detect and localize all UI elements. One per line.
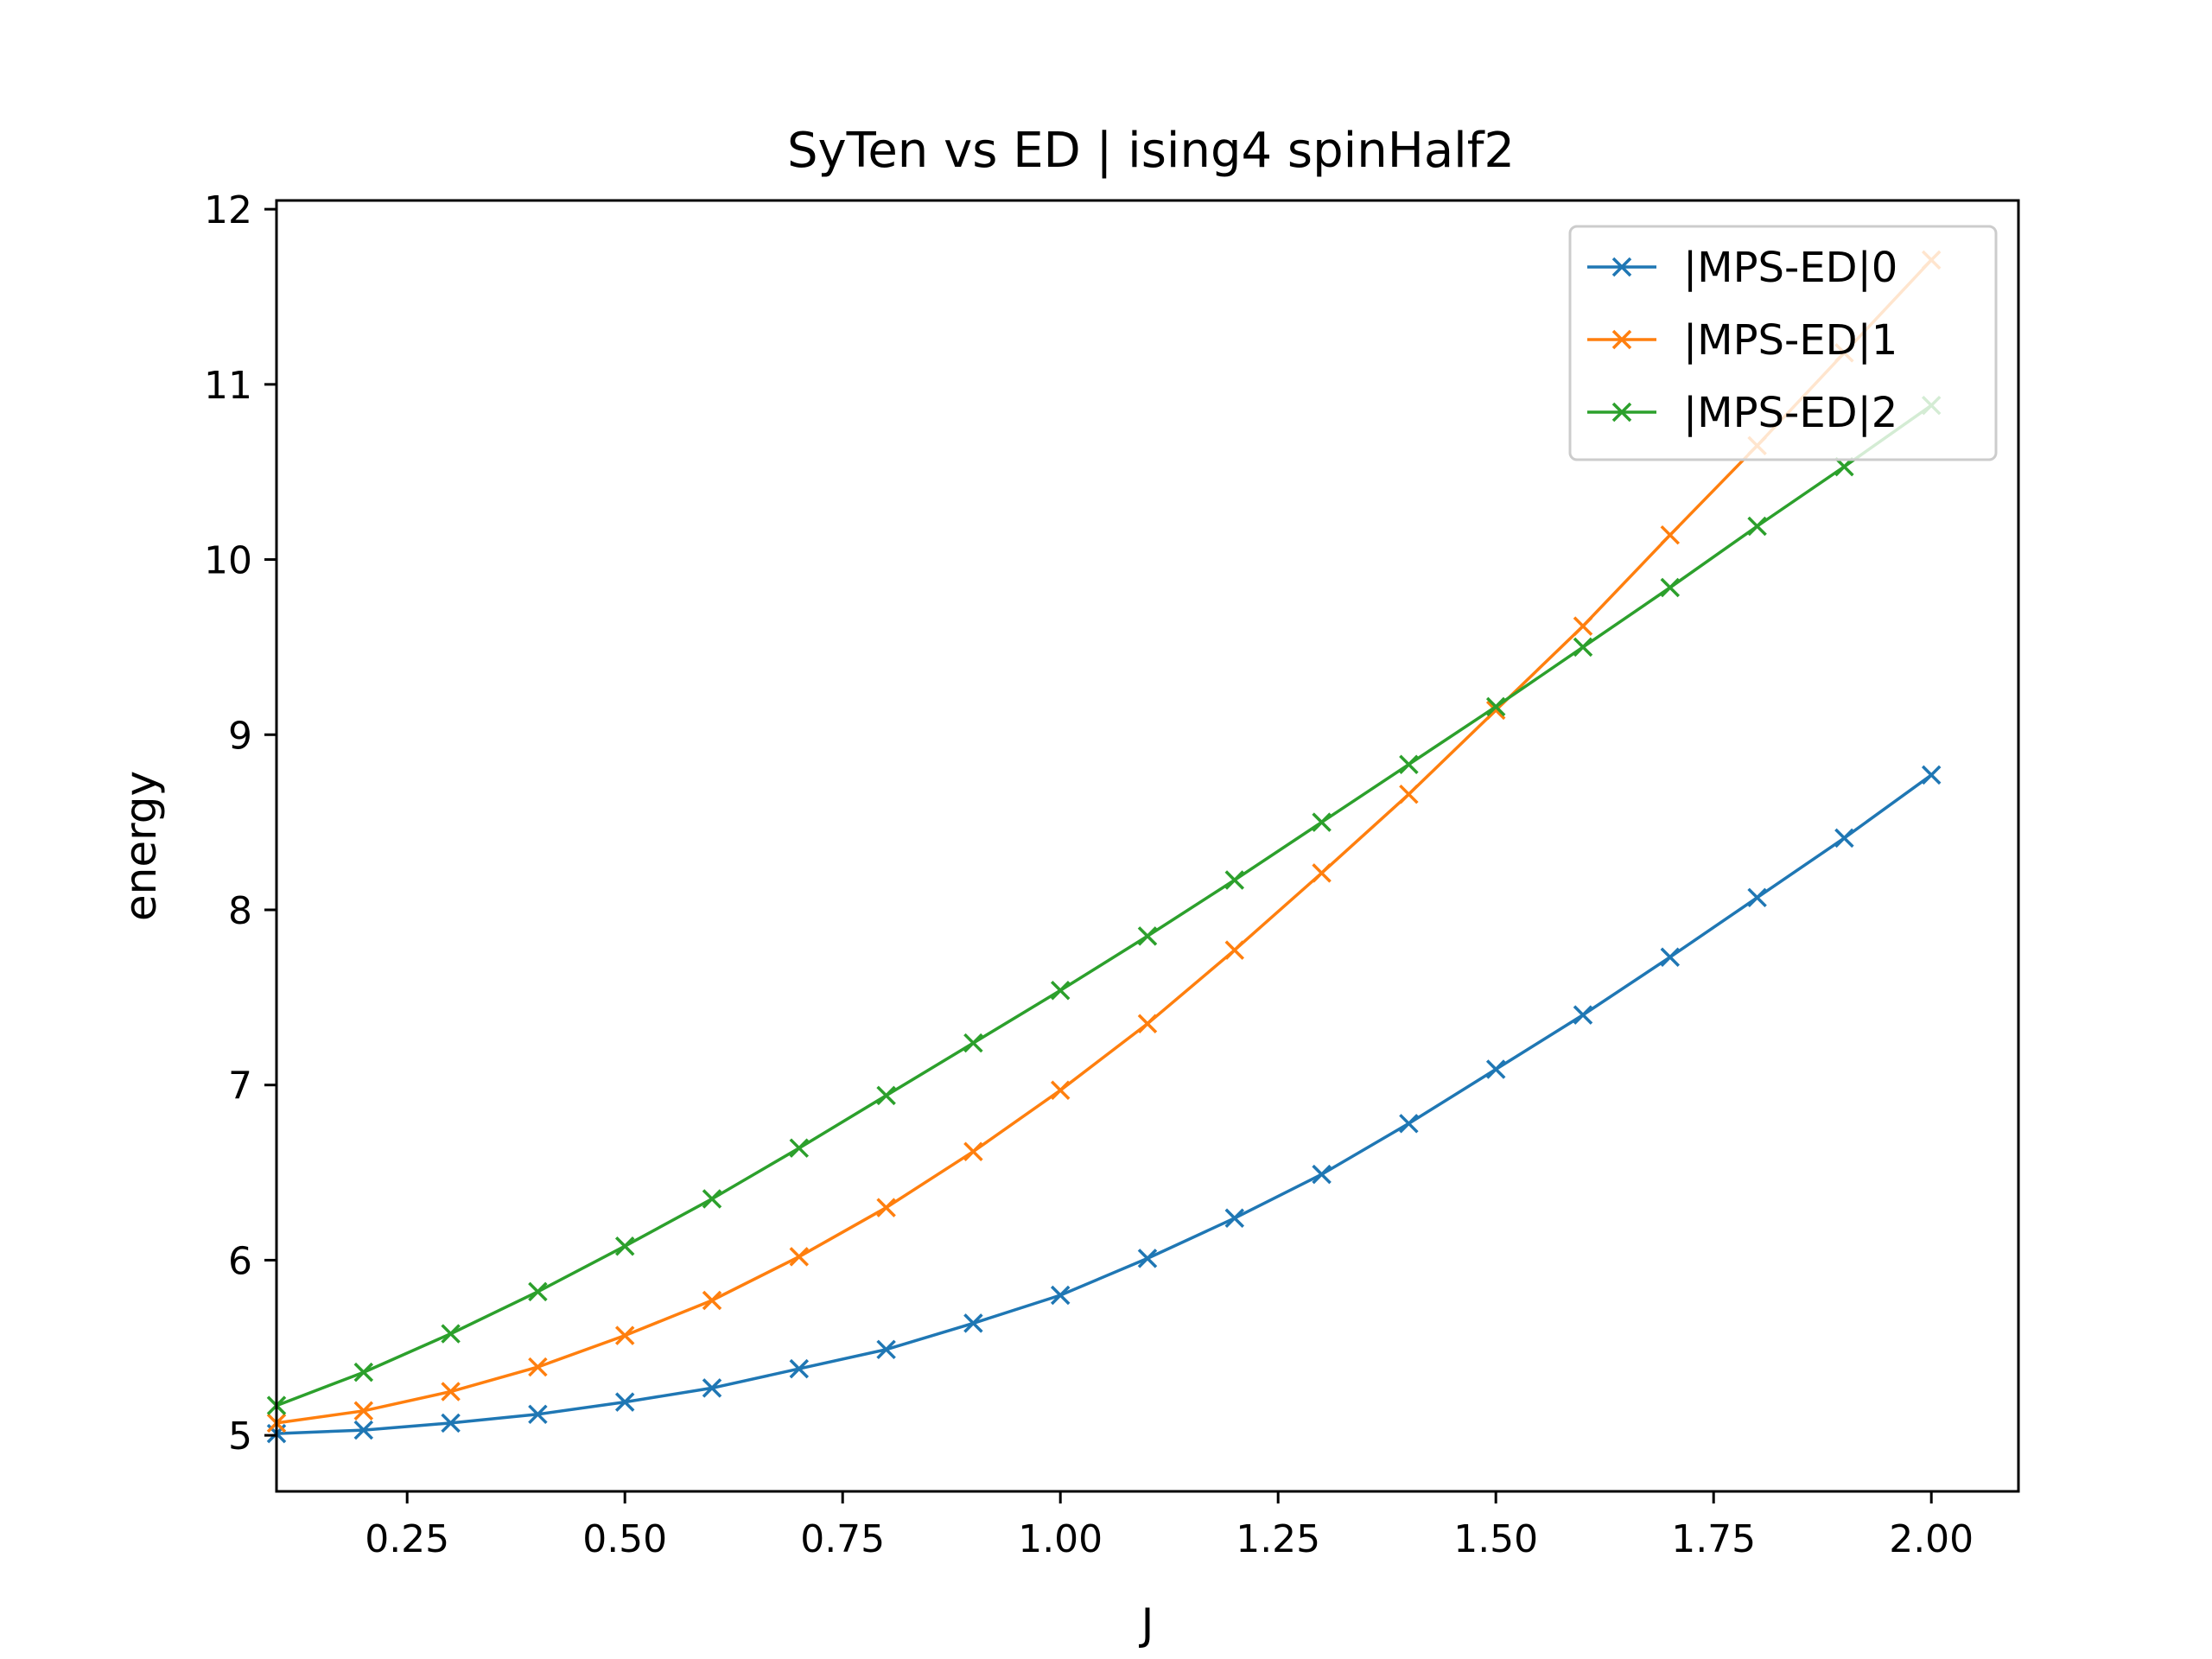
x-tick-label: 0.75	[800, 1517, 885, 1561]
data-point	[1485, 696, 1506, 717]
legend-label: |MPS-ED|2	[1683, 389, 1897, 437]
data-point	[1399, 754, 1419, 774]
data-point	[876, 1339, 896, 1360]
legend-item: |MPS-ED|1	[1587, 316, 1897, 365]
y-tick-label: 10	[204, 539, 252, 583]
data-point	[353, 1401, 374, 1421]
chart-title: SyTen vs ED | ising4 spinHalf2	[787, 123, 1515, 179]
data-point	[441, 1324, 461, 1344]
data-point	[1573, 616, 1593, 636]
y-tick-label: 7	[228, 1065, 252, 1109]
legend-item: |MPS-ED|2	[1587, 389, 1897, 437]
data-point	[528, 1281, 548, 1302]
axes-frame	[275, 199, 2020, 1493]
legend-item: |MPS-ED|0	[1587, 244, 1897, 292]
y-tick-label: 5	[228, 1414, 252, 1459]
y-axis-label: energy	[116, 771, 166, 921]
x-tick-label: 1.25	[1236, 1517, 1320, 1561]
data-point	[702, 1189, 722, 1209]
series-1	[266, 250, 1942, 1433]
data-point	[963, 1033, 983, 1053]
data-point	[963, 1313, 983, 1333]
legend-marker	[1611, 402, 1632, 423]
data-point	[1224, 870, 1245, 890]
y-tick-label: 6	[228, 1239, 252, 1283]
data-point	[1399, 1114, 1419, 1134]
data-point	[789, 1358, 810, 1379]
x-tick-label: 0.25	[365, 1517, 449, 1561]
series-line	[276, 773, 1933, 1435]
data-point	[876, 1085, 896, 1106]
x-tick-label: 2.00	[1889, 1517, 1974, 1561]
data-point	[1573, 1005, 1593, 1025]
data-point	[1050, 1285, 1071, 1306]
data-point	[528, 1357, 548, 1377]
data-point	[1747, 887, 1767, 908]
legend-label: |MPS-ED|0	[1683, 244, 1897, 292]
data-point	[1660, 524, 1681, 545]
data-point	[353, 1362, 374, 1382]
data-point	[441, 1413, 461, 1433]
data-point	[1137, 926, 1158, 946]
x-tick-label: 1.50	[1453, 1517, 1538, 1561]
data-point	[614, 1392, 635, 1412]
y-tick-label: 9	[228, 714, 252, 758]
legend-label: |MPS-ED|1	[1683, 316, 1897, 365]
data-point	[1573, 637, 1593, 658]
data-point	[1747, 516, 1767, 537]
data-point	[1137, 1014, 1158, 1033]
data-point	[789, 1247, 810, 1267]
series-2	[266, 395, 1942, 1415]
data-point	[1312, 812, 1332, 832]
data-point	[702, 1290, 722, 1311]
legend-marker	[1611, 257, 1632, 277]
data-point	[614, 1236, 635, 1256]
data-point	[1224, 940, 1245, 960]
data-point	[353, 1420, 374, 1440]
data-point	[441, 1382, 461, 1402]
y-tick-label: 11	[204, 364, 252, 408]
x-tick-label: 1.75	[1671, 1517, 1756, 1561]
data-point	[1834, 828, 1854, 849]
data-point	[963, 1141, 983, 1161]
x-axis: 0.25 0.50 0.75 1.00 1.25 1.50 1.75 2.00	[365, 1491, 1974, 1561]
data-point	[1485, 1059, 1506, 1079]
data-point	[1921, 765, 1942, 785]
data-point	[528, 1404, 548, 1425]
data-point	[1660, 947, 1681, 967]
data-point	[614, 1325, 635, 1345]
x-axis-label: J	[1139, 1599, 1154, 1649]
y-tick-label: 8	[228, 889, 252, 933]
legend: |MPS-ED|0 |MPS-ED|1 |MPS-ED|2	[1568, 225, 1998, 461]
data-point	[1312, 863, 1332, 883]
data-point	[789, 1138, 810, 1158]
data-point	[1399, 784, 1419, 804]
series-line	[276, 258, 1933, 1425]
series-0	[266, 765, 1942, 1444]
data-point	[1137, 1249, 1158, 1268]
data-point	[876, 1198, 896, 1217]
x-tick-label: 1.00	[1018, 1517, 1103, 1561]
x-tick-label: 0.50	[582, 1517, 667, 1561]
legend-marker	[1611, 329, 1632, 350]
data-point	[1050, 981, 1071, 1001]
data-point	[702, 1378, 722, 1398]
y-axis: 5 6 7 8 9 10 11 12	[204, 188, 276, 1459]
y-tick-label: 12	[204, 188, 252, 232]
data-point	[1312, 1164, 1332, 1185]
series-line	[276, 404, 1933, 1408]
data-point	[1660, 577, 1681, 598]
data-point	[1224, 1208, 1245, 1229]
legend-box	[1568, 225, 1998, 461]
data-point	[1050, 1080, 1071, 1101]
